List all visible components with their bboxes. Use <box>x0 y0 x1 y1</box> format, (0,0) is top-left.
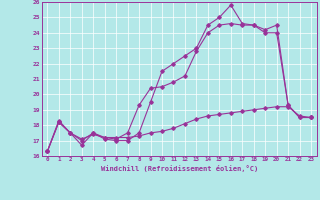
X-axis label: Windchill (Refroidissement éolien,°C): Windchill (Refroidissement éolien,°C) <box>100 165 258 172</box>
